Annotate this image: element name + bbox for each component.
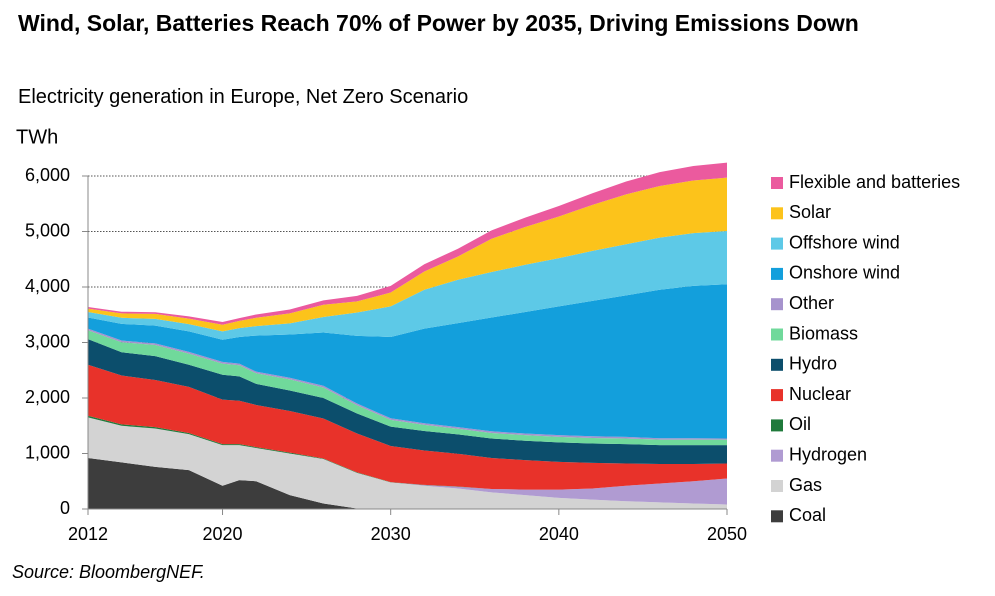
- legend-swatch: [771, 358, 783, 371]
- x-tick-label: 2040: [539, 524, 579, 544]
- y-tick-label: 5,000: [25, 220, 70, 240]
- legend-swatch: [771, 328, 783, 341]
- area: [88, 162, 727, 325]
- area: [88, 417, 727, 505]
- legend-swatch: [771, 267, 783, 280]
- area: [88, 339, 727, 465]
- legend-swatch: [771, 298, 783, 311]
- legend-label: Offshore wind: [789, 232, 900, 252]
- legend-swatch: [771, 177, 783, 189]
- legend-swatch: [771, 449, 783, 462]
- area: [88, 177, 727, 332]
- y-tick-label: 2,000: [25, 387, 70, 407]
- legend-label: Hydro: [789, 354, 837, 374]
- y-tick-label: 4,000: [25, 276, 70, 296]
- area: [88, 417, 727, 509]
- chart-subtitle: Electricity generation in Europe, Net Ze…: [18, 86, 469, 108]
- legend-label: Nuclear: [789, 384, 851, 404]
- legend-label: Gas: [789, 475, 822, 495]
- x-tick-label: 2030: [371, 524, 411, 544]
- y-tick-label: 3,000: [25, 331, 70, 351]
- source-note: Source: BloombergNEF.: [12, 562, 205, 582]
- x-tick-label: 2012: [68, 524, 108, 544]
- legend-label: Hydrogen: [789, 444, 867, 464]
- y-tick-label: 1,000: [25, 442, 70, 462]
- y-tick-label: 0: [60, 498, 70, 518]
- y-tick-label: 6,000: [25, 165, 70, 185]
- area: [88, 364, 727, 490]
- legend-label: Flexible and batteries: [789, 172, 960, 192]
- legend-label: Coal: [789, 505, 826, 525]
- legend-swatch: [771, 480, 783, 492]
- legend-swatch: [771, 389, 783, 402]
- area: [88, 284, 727, 439]
- legend-swatch: [771, 207, 783, 220]
- legend-swatch: [771, 510, 783, 523]
- legend-label: Onshore wind: [789, 263, 900, 283]
- legend-label: Other: [789, 293, 834, 313]
- legend-swatch: [771, 237, 783, 250]
- area: [88, 457, 727, 509]
- x-tick-label: 2050: [707, 524, 747, 544]
- legend-label: Biomass: [789, 323, 858, 343]
- chart-title: Wind, Solar, Batteries Reach 70% of Powe…: [18, 10, 859, 36]
- area: [88, 230, 727, 340]
- x-tick-label: 2020: [203, 524, 243, 544]
- legend-label: Oil: [789, 414, 811, 434]
- y-axis-label: TWh: [16, 126, 58, 148]
- legend-label: Solar: [789, 202, 831, 222]
- legend-swatch: [771, 419, 783, 432]
